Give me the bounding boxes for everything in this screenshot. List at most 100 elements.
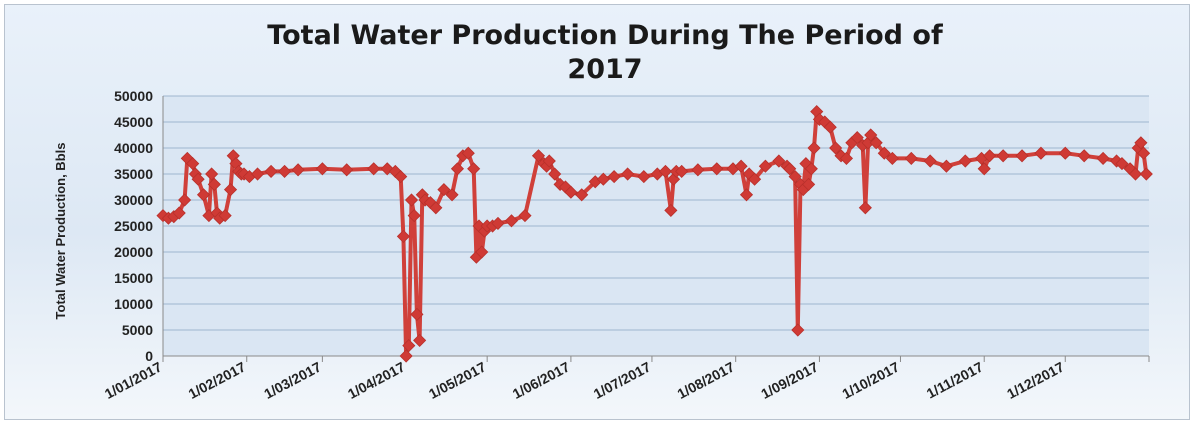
data-point xyxy=(675,164,689,178)
data-point xyxy=(1128,167,1143,181)
y-tick-label: 40000 xyxy=(114,140,153,156)
data-point xyxy=(739,188,754,202)
y-tick-label: 5000 xyxy=(122,322,153,338)
data-point xyxy=(396,229,410,243)
data-point xyxy=(191,172,205,186)
data-point xyxy=(823,120,837,134)
data-point xyxy=(1134,136,1148,150)
y-tick-label: 0 xyxy=(145,348,153,364)
data-point xyxy=(1137,146,1151,160)
data-point xyxy=(518,209,532,223)
data-point xyxy=(196,188,211,202)
data-point xyxy=(864,128,878,142)
data-point xyxy=(399,349,413,363)
data-point xyxy=(839,151,854,165)
data-point xyxy=(340,163,354,177)
x-tick-label: 1/01/2017 xyxy=(102,358,165,401)
y-tick-label: 15000 xyxy=(114,270,153,286)
data-point xyxy=(564,185,578,199)
data-point xyxy=(758,159,772,173)
data-point xyxy=(1015,149,1029,163)
data-point xyxy=(1077,149,1091,163)
data-point xyxy=(858,201,872,215)
x-tick-label: 1/02/2017 xyxy=(186,358,249,401)
series-water-production xyxy=(156,105,1153,363)
x-tick-label: 1/10/2017 xyxy=(839,358,902,401)
data-point xyxy=(1034,146,1048,160)
data-point xyxy=(413,333,427,347)
x-tick-label: 1/11/2017 xyxy=(924,358,986,401)
chart-area: 0 5000 10000 15000 20000 25000 30000 35000 40000… xyxy=(4,4,1190,420)
y-tick-label: 50000 xyxy=(114,88,153,104)
data-point xyxy=(277,164,292,178)
data-point xyxy=(437,183,451,197)
data-point xyxy=(531,149,546,163)
data-point xyxy=(291,163,305,177)
data-point xyxy=(807,141,821,155)
data-point xyxy=(923,154,937,168)
data-point xyxy=(504,214,519,228)
x-tick-label: 1/06/2017 xyxy=(510,358,573,401)
y-tick-label: 10000 xyxy=(114,296,153,312)
data-point xyxy=(829,141,843,155)
data-point xyxy=(904,151,918,165)
x-tick-label: 1/05/2017 xyxy=(426,358,489,401)
data-point xyxy=(1115,157,1129,171)
y-axis-label: Total Water Production, Bbls xyxy=(53,143,68,320)
y-tick-label: 45000 xyxy=(114,114,153,130)
data-point xyxy=(450,162,465,176)
x-tick-label: 1/07/2017 xyxy=(591,358,654,401)
data-point xyxy=(218,209,232,223)
data-point xyxy=(869,136,883,150)
data-point xyxy=(367,162,381,176)
y-tick-label: 35000 xyxy=(114,166,153,182)
gridlines xyxy=(163,95,1149,356)
y-tick-label: 30000 xyxy=(114,192,153,208)
data-point xyxy=(1139,167,1153,181)
data-point xyxy=(983,149,997,163)
data-point xyxy=(658,164,673,178)
x-tick-label: 1/04/2017 xyxy=(345,358,408,401)
data-point xyxy=(467,162,481,176)
data-point xyxy=(407,209,421,223)
y-tick-label: 25000 xyxy=(114,218,153,234)
data-point xyxy=(596,172,610,186)
y-tick-label: 20000 xyxy=(114,244,153,260)
data-point xyxy=(223,183,238,197)
data-point xyxy=(791,323,805,337)
data-point xyxy=(748,172,762,186)
data-point xyxy=(264,164,278,178)
data-point xyxy=(410,307,424,321)
data-point xyxy=(404,193,419,207)
data-point xyxy=(958,154,972,168)
data-point xyxy=(772,154,786,168)
data-point xyxy=(205,167,219,181)
data-point xyxy=(710,162,724,176)
data-point xyxy=(445,188,459,202)
data-point xyxy=(788,170,802,184)
data-point xyxy=(491,216,505,230)
data-point xyxy=(394,170,408,184)
data-point xyxy=(637,170,651,184)
data-point xyxy=(977,162,991,176)
data-point xyxy=(186,157,200,171)
data-point xyxy=(542,154,556,168)
data-point xyxy=(783,162,797,176)
data-point xyxy=(996,149,1010,163)
data-point xyxy=(315,162,329,176)
x-tick-label: 1/08/2017 xyxy=(675,358,738,401)
data-point xyxy=(207,177,221,191)
data-point xyxy=(1058,146,1072,160)
data-point xyxy=(475,245,489,259)
data-point xyxy=(802,177,816,191)
data-point xyxy=(607,170,621,184)
data-point xyxy=(939,159,953,173)
data-point xyxy=(575,188,589,202)
x-tick-label: 1/03/2017 xyxy=(261,358,324,401)
data-point xyxy=(804,162,818,176)
data-point xyxy=(885,151,899,165)
data-point xyxy=(850,131,864,145)
x-tick-label: 1/12/2017 xyxy=(1004,358,1067,401)
data-point xyxy=(429,201,443,215)
data-point xyxy=(621,167,635,181)
